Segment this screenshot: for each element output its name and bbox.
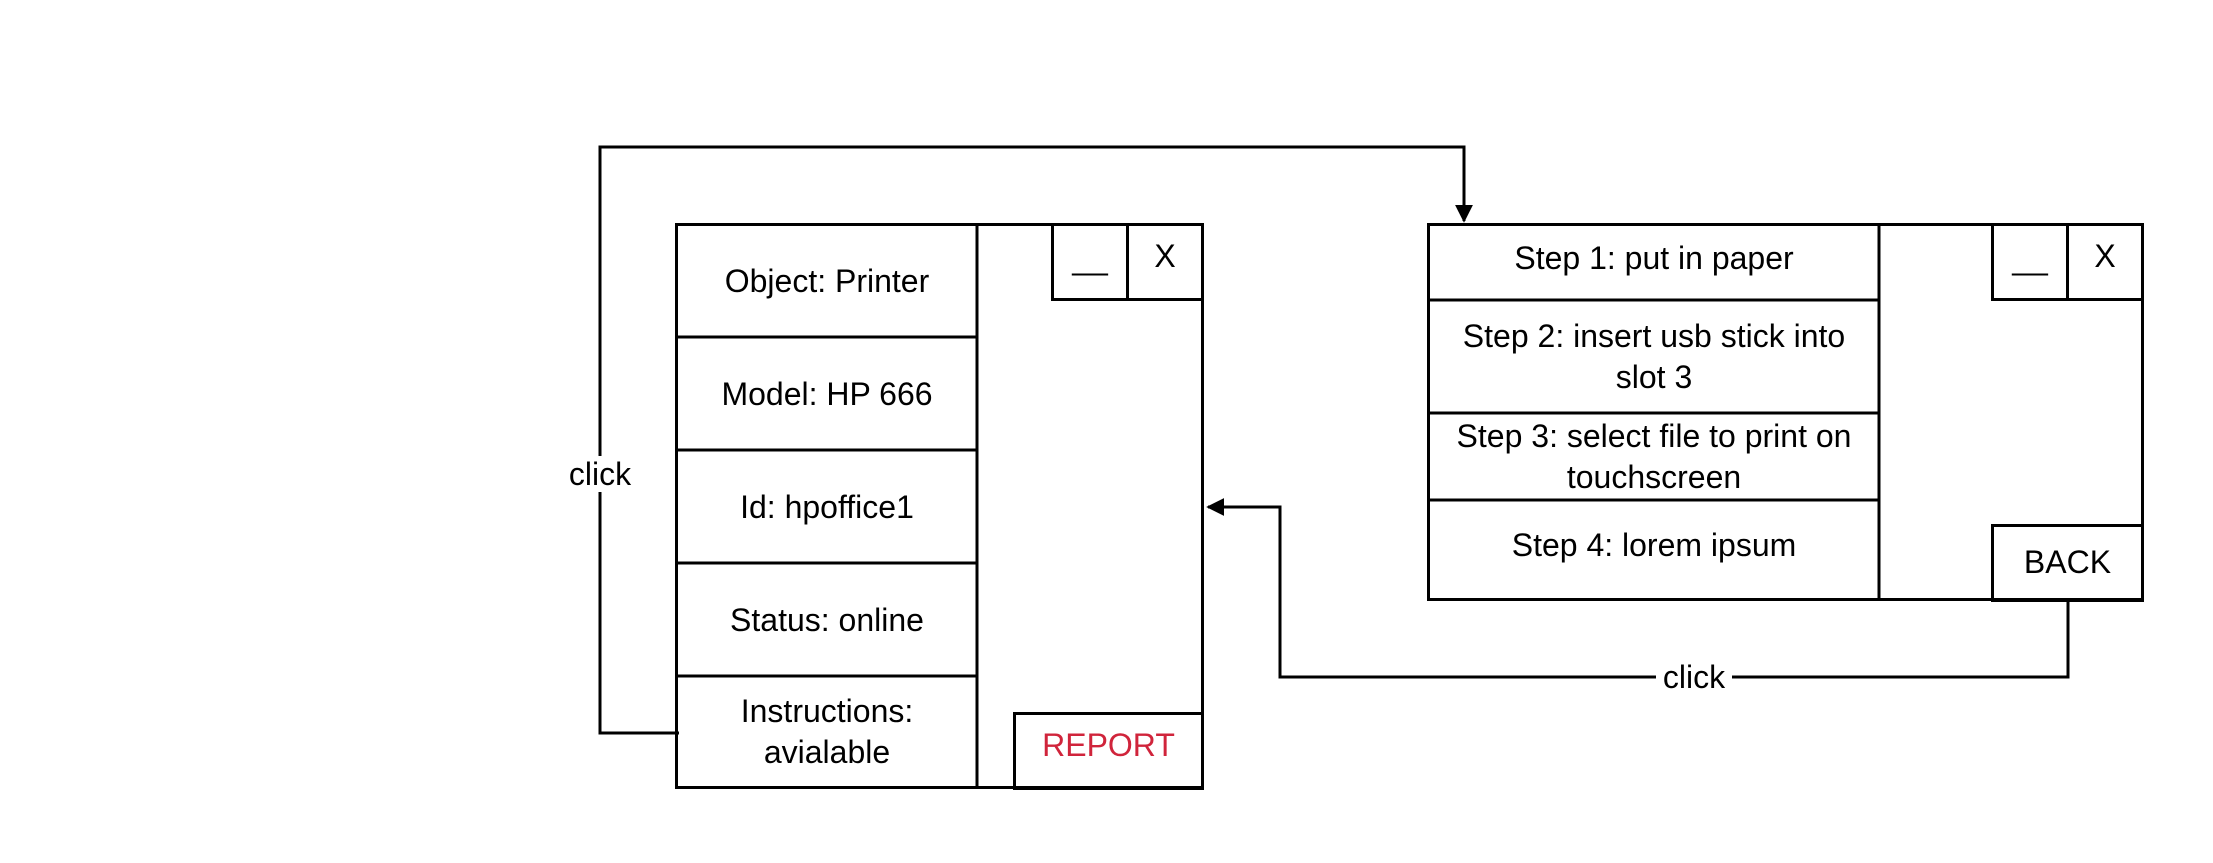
id-row: Id: hpoffice1 [740, 488, 914, 525]
minimize-icon: __ [1072, 239, 1108, 276]
report-button[interactable]: REPORT [1016, 715, 1201, 775]
object-row: Object: Printer [724, 262, 930, 299]
details-window-frame [675, 223, 1204, 789]
details-minimize-button[interactable]: __ [1054, 226, 1126, 298]
steps-close-button[interactable]: X [2069, 226, 2141, 286]
connector-instructions-to-steps [598, 145, 1473, 735]
step-2: Step 2: insert usb stick into slot 3 [1462, 318, 1846, 395]
back-button[interactable]: BACK [1994, 527, 2141, 598]
model-row: Model: HP 666 [721, 375, 933, 412]
steps-minimize-button[interactable]: __ [1994, 226, 2066, 298]
instructions-row[interactable]: Instructions: avialable [740, 693, 914, 770]
step-4: Step 4: lorem ipsum [1511, 526, 1797, 563]
close-icon: X [2094, 237, 2116, 274]
step-3: Step 3: select file to print on touchscr… [1456, 418, 1852, 495]
minimize-icon: __ [2012, 239, 2048, 276]
details-close-button[interactable]: X [1129, 226, 1201, 286]
connector-label-click-left: click [562, 456, 638, 492]
report-button-label: REPORT [1042, 726, 1175, 763]
connector-back-to-details [1206, 498, 2070, 679]
connector-label-click-bottom: click [1656, 659, 1732, 695]
back-button-label: BACK [2023, 544, 2112, 580]
status-row: Status: online [730, 601, 924, 638]
step-1: Step 1: put in paper [1514, 239, 1794, 276]
close-icon: X [1154, 237, 1176, 274]
